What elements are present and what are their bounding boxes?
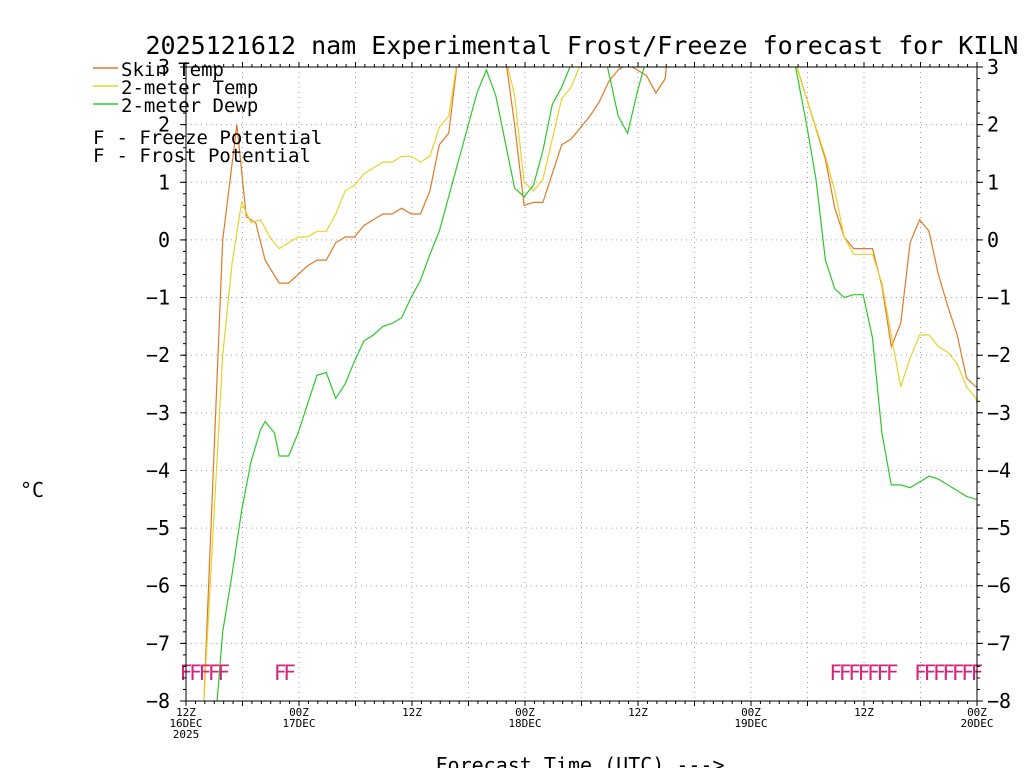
y-axis-label: °C: [20, 478, 44, 502]
series-line-2-meter-dewp: [216, 67, 977, 701]
axis-layer: 3 3 2 2 1 1 0 0 −1 −1 −2 −2 −3 −3 −4 −4 −5 −5 −6 −6 −7 −7 −8 −8…: [146, 55, 1011, 741]
x-tick-label: 17DEC: [282, 717, 315, 730]
y-tick-label-left: 2: [158, 113, 170, 137]
y-tick-label-right: −3: [987, 401, 1011, 425]
freeze-mark: F: [961, 661, 974, 685]
freeze-mark: F: [839, 661, 852, 685]
freeze-mark: F: [933, 661, 946, 685]
x-tick-label: 00Z: [967, 706, 987, 719]
x-tick-label: 00Z: [741, 706, 761, 719]
y-tick-label-right: −4: [987, 458, 1011, 482]
freeze-mark: F: [858, 661, 871, 685]
x-tick-label: 16DEC: [169, 717, 202, 730]
y-tick-label-left: −6: [146, 574, 170, 598]
freeze-mark: F: [829, 661, 842, 685]
y-tick-label-left: 3: [158, 55, 170, 79]
x-tick-label: 00Z: [515, 706, 535, 719]
legend-label-skin-temp: Skin Temp: [121, 59, 224, 81]
y-tick-label-right: −7: [987, 631, 1011, 655]
freeze-mark: F: [217, 661, 230, 685]
x-tick-label: 18DEC: [508, 717, 541, 730]
freeze-mark: F: [867, 661, 880, 685]
legend-freeze-symbol: F: [93, 127, 104, 149]
y-tick-label-left: 0: [158, 228, 170, 252]
x-tick-label: 12Z: [176, 706, 196, 719]
freeze-mark: F: [886, 661, 899, 685]
y-tick-label-right: −5: [987, 516, 1011, 540]
y-tick-label-right: 2: [987, 113, 999, 137]
series-line-2-meter-temp: [203, 67, 977, 701]
y-tick-label-right: 3: [987, 55, 999, 79]
freeze-mark: F: [924, 661, 937, 685]
legend-frost-symbol: F: [93, 145, 104, 167]
freeze-mark: F: [283, 661, 296, 685]
y-tick-label-left: −5: [146, 516, 170, 540]
x-tick-label: 20DEC: [960, 717, 993, 730]
freeze-mark: F: [877, 661, 890, 685]
freeze-mark: F: [189, 661, 202, 685]
series-layer: [203, 67, 977, 701]
y-tick-label-left: −8: [146, 689, 170, 713]
x-tick-label: 2025: [173, 728, 200, 741]
y-tick-label-right: −1: [987, 286, 1011, 310]
chart-title: 2025121612 nam Experimental Frost/Freeze…: [146, 31, 1019, 60]
x-tick-label: 12Z: [402, 706, 422, 719]
y-tick-label-right: −6: [987, 574, 1011, 598]
freeze-mark: F: [208, 661, 221, 685]
freeze-mark: F: [274, 661, 287, 685]
x-tick-label: 12Z: [854, 706, 874, 719]
x-tick-label: 19DEC: [734, 717, 767, 730]
legend-freeze-label: - Freeze Potential: [105, 127, 322, 149]
legend-label-2m-dewp: 2-meter Dewp: [121, 95, 258, 117]
y-tick-label-left: −3: [146, 401, 170, 425]
freeze-mark: F: [199, 661, 212, 685]
y-tick-label-left: −7: [146, 631, 170, 655]
x-tick-label: 00Z: [289, 706, 309, 719]
y-tick-label-left: −2: [146, 343, 170, 367]
x-axis-label: Forecast Time (UTC) --->: [436, 753, 725, 768]
legend: Skin Temp 2-meter Temp 2-meter Dewp F - …: [93, 59, 322, 167]
legend-frost-label: - Frost Potential: [105, 145, 311, 167]
x-tick-label: 12Z: [628, 706, 648, 719]
legend-label-2m-temp: 2-meter Temp: [121, 77, 258, 99]
grid-layer: [186, 67, 977, 701]
y-tick-label-right: −2: [987, 343, 1011, 367]
series-line-skin-temp: [203, 67, 977, 701]
freeze-mark: F: [952, 661, 965, 685]
y-tick-label-left: −1: [146, 286, 170, 310]
freeze-mark: F: [914, 661, 927, 685]
y-tick-label-right: 0: [987, 228, 999, 252]
y-tick-label-left: −4: [146, 458, 170, 482]
freeze-mark: F: [848, 661, 861, 685]
y-tick-label-right: −8: [987, 689, 1011, 713]
freeze-mark: F: [942, 661, 955, 685]
y-tick-label-left: 1: [158, 170, 170, 194]
y-tick-label-right: 1: [987, 170, 999, 194]
